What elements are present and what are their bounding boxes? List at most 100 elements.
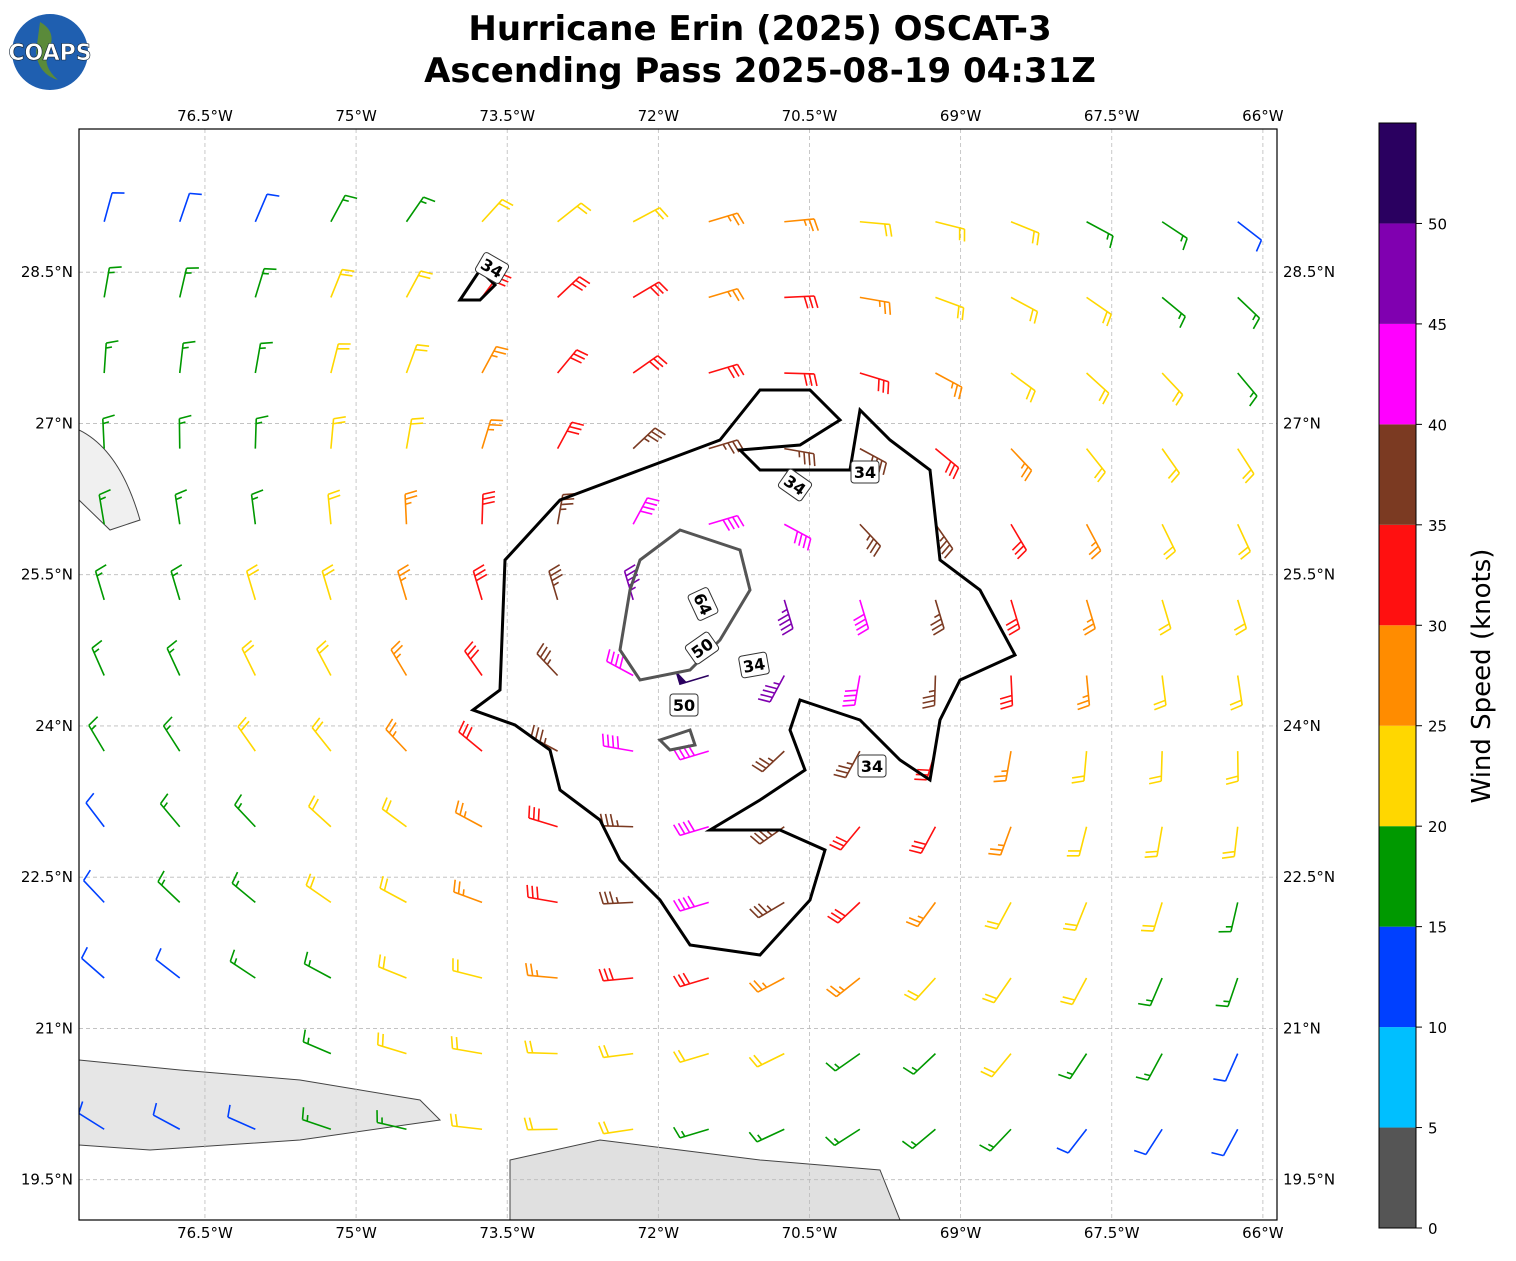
contour-label-box (850, 460, 880, 484)
colorbar-tick-label: 0 (1428, 1220, 1438, 1238)
wind-barb (826, 977, 861, 998)
wind-barb (1010, 296, 1039, 324)
y-tick-label: 21°N (1283, 1019, 1321, 1037)
wind-barb (80, 946, 105, 979)
wind-barb (250, 489, 264, 525)
wind-barb (748, 1128, 785, 1143)
wind-barb (905, 901, 937, 928)
wind-barb (909, 826, 937, 854)
y-tick-label: 19.5°N (1283, 1171, 1335, 1189)
contour-label: 34 (738, 651, 770, 679)
wind-barb (162, 716, 181, 752)
contour-50-small (657, 728, 697, 752)
y-tick-label: 24°N (1283, 717, 1321, 735)
wind-barb (1086, 296, 1113, 327)
colorbar-label: Wind Speed (knots) (1467, 549, 1497, 804)
wind-barb (859, 372, 890, 395)
x-tick-label: 66°W (1242, 1224, 1284, 1242)
wind-barb (159, 793, 181, 828)
wind-barb (556, 421, 585, 450)
wind-barb (632, 206, 669, 223)
wind-barb (902, 1053, 936, 1075)
colorbar-segment (1379, 1127, 1416, 1228)
contour-label-box (777, 468, 813, 502)
wind-barb (229, 949, 256, 979)
wind-barb (303, 951, 332, 979)
wind-barb (1229, 675, 1243, 711)
wind-barb (453, 879, 483, 904)
contour-label: 34 (850, 460, 880, 484)
wind-barb (241, 639, 257, 676)
wind-barb (601, 733, 634, 752)
contour-label-box (684, 631, 720, 665)
wind-barb (935, 372, 963, 400)
wind-barb (784, 447, 816, 467)
wind-barb (91, 639, 105, 676)
wind-barb (922, 675, 937, 709)
wind-barb (302, 1029, 332, 1055)
wind-barb (452, 958, 483, 979)
wind-barb (1237, 296, 1261, 330)
logo-globe (12, 14, 88, 90)
wind-barb (1237, 221, 1263, 252)
wind-barb (1161, 296, 1186, 329)
wind-barb (749, 826, 785, 845)
wind-barb (993, 750, 1012, 783)
wind-barb (1144, 826, 1163, 859)
wind-barb (1071, 751, 1088, 784)
wind-barb (598, 967, 634, 982)
wind-barb (385, 718, 408, 752)
wind-barb (853, 599, 870, 636)
wind-barb (152, 1102, 181, 1130)
x-tick-label: 67.5°W (1084, 1224, 1140, 1242)
wind-barb (859, 296, 892, 315)
wind-barb (1066, 826, 1088, 857)
colorbar-segment (1379, 323, 1416, 425)
wind-barb (930, 599, 945, 636)
x-tick-label: 75°W (335, 1224, 377, 1242)
x-tick-label: 69°W (940, 107, 982, 125)
y-tick-label: 22.5°N (1283, 868, 1335, 886)
contour-label-text: 50 (673, 696, 695, 715)
wind-barb (397, 564, 411, 601)
contour-label-box (857, 754, 887, 778)
wind-barb (548, 564, 563, 601)
wind-barb (825, 1128, 861, 1147)
wind-barb (935, 296, 965, 321)
wind-barb (859, 523, 882, 557)
wind-barb (632, 355, 668, 374)
colorbar-tick-label: 40 (1428, 416, 1447, 434)
wind-barb (245, 564, 260, 601)
wind-barb (859, 447, 888, 476)
x-tick-label: 76.5°W (177, 1224, 233, 1242)
wind-barb (481, 198, 514, 223)
wind-barb (1213, 1053, 1239, 1082)
contour-label-text: 34 (854, 463, 876, 482)
wind-barb (102, 414, 115, 449)
wind-barb (1060, 977, 1088, 1006)
wind-barb (980, 1053, 1012, 1078)
wind-barb (454, 800, 483, 828)
wind-barb (524, 1040, 558, 1055)
wind-barb (1133, 1128, 1163, 1156)
wind-barb (254, 341, 273, 374)
colorbar-segment (1379, 223, 1416, 324)
y-tick-label: 27°N (1283, 414, 1321, 432)
wind-barb (103, 192, 125, 222)
wind-barb (708, 514, 745, 531)
wind-barb (599, 813, 634, 828)
wind-barb (632, 497, 660, 525)
wind-barb (1082, 599, 1096, 636)
wind-barb (598, 891, 634, 905)
wind-barb (1058, 1053, 1088, 1080)
wind-barb (901, 1128, 936, 1150)
wind-barb (1085, 523, 1102, 560)
wind-barb (305, 873, 332, 904)
wind-barb (1010, 372, 1036, 403)
wind-barb (859, 220, 893, 237)
wind-barb (450, 1036, 483, 1055)
colorbar-segment (1379, 725, 1416, 827)
wind-barb (377, 954, 407, 979)
x-tick-label: 72°W (638, 1224, 680, 1242)
